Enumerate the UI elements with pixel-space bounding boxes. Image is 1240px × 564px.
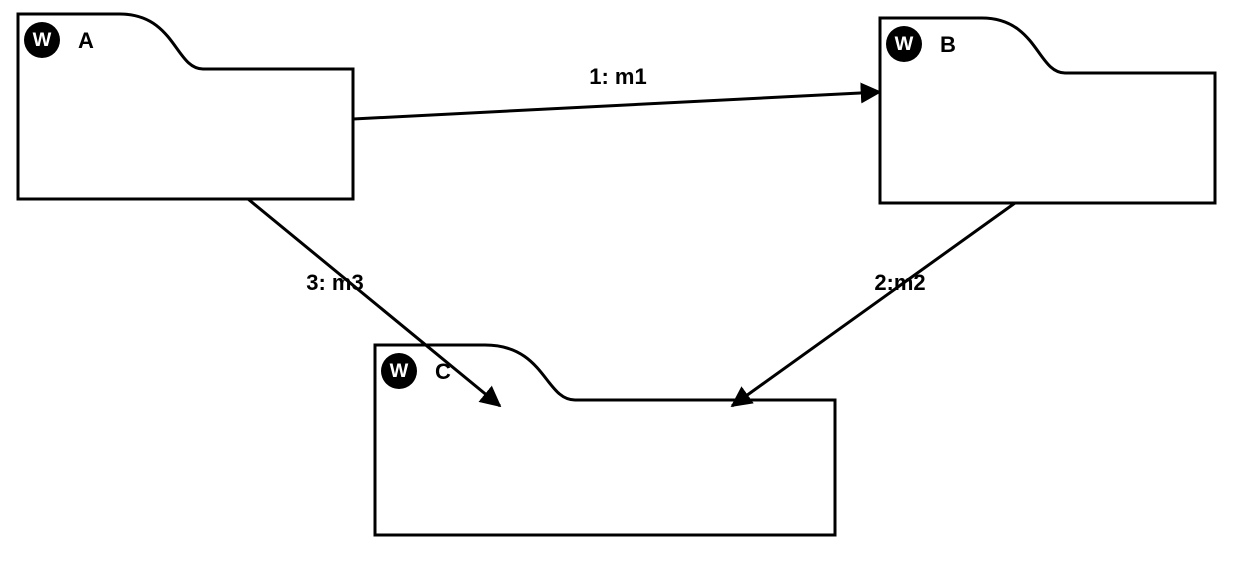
node-shape-A [18, 14, 353, 199]
w-icon: W [33, 29, 52, 51]
edge-label-m2: 2:m2 [874, 270, 925, 295]
node-label-A: A [78, 28, 94, 53]
w-icon: W [895, 33, 914, 55]
edge-m2: 2:m2 [732, 203, 1015, 406]
node-A: WA [18, 14, 353, 199]
node-C: WC [375, 345, 835, 535]
edge-label-m3: 3: m3 [306, 270, 363, 295]
edge-label-m1: 1: m1 [589, 64, 646, 89]
edge-line-m2 [732, 203, 1015, 406]
diagram-canvas: WAWBWC1: m12:m23: m3 [0, 0, 1240, 564]
node-shape-B [880, 18, 1215, 203]
w-icon: W [390, 360, 409, 382]
edge-line-m1 [353, 92, 880, 119]
node-B: WB [880, 18, 1215, 203]
node-label-B: B [940, 32, 956, 57]
edge-m1: 1: m1 [353, 64, 880, 119]
